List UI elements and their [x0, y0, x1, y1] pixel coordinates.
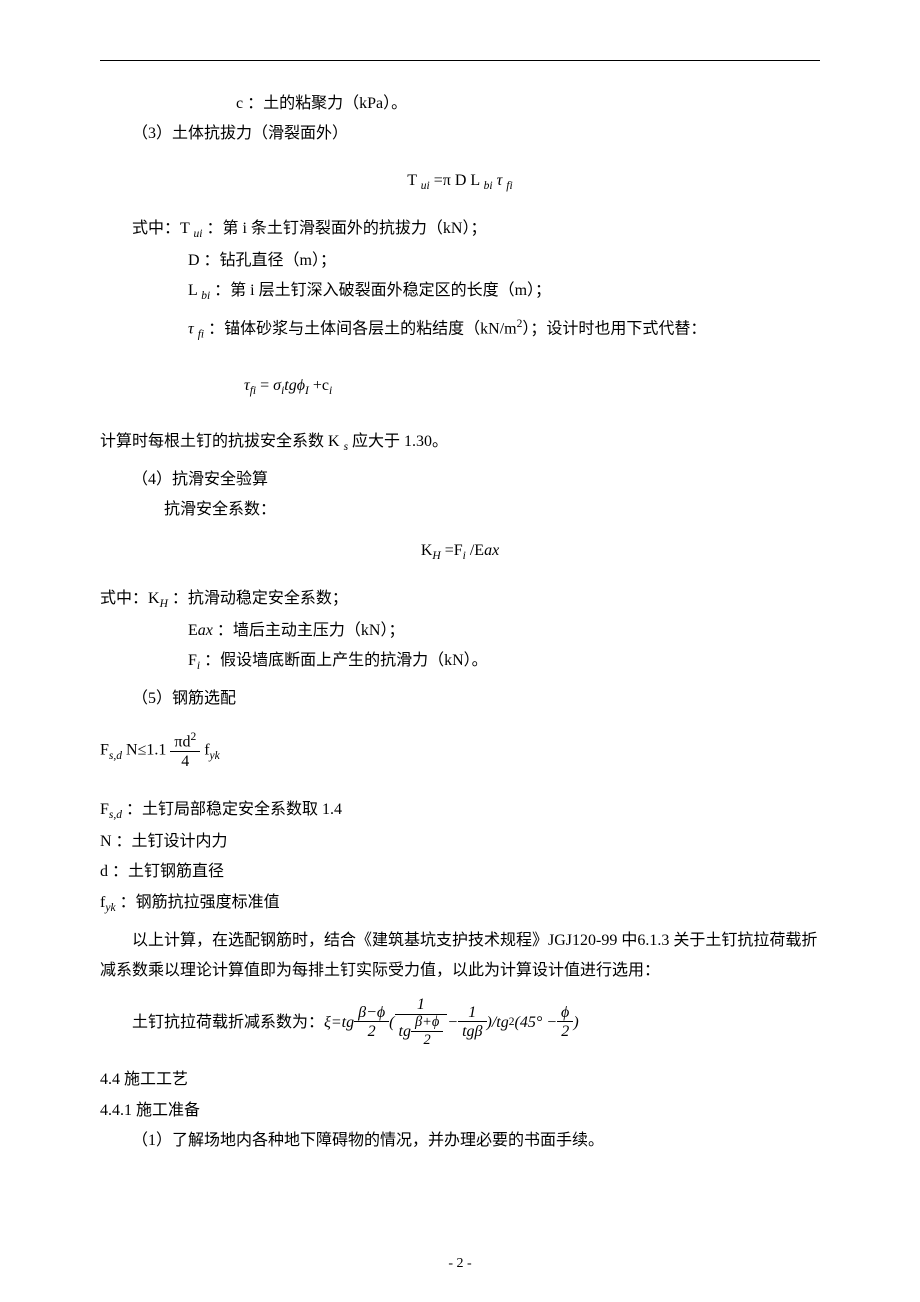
- text-line: Fi ：假设墙底断面上产生的抗滑力（kN）。: [100, 646, 820, 678]
- text-line: （5）钢筋选配: [100, 684, 820, 714]
- text-line: τ fi ：锚体砂浆与土体间各层土的粘结度（kN/m2）；设计时也用下式代替：: [100, 314, 820, 346]
- paragraph: 以上计算，在选配钢筋时，结合《建筑基坑支护技术规程》JGJ120-99 中6.1…: [100, 926, 820, 987]
- equation: τfi = σitgϕI +ci: [100, 371, 820, 403]
- text-line: （1）了解场地内各种地下障碍物的情况，并办理必要的书面手续。: [100, 1126, 820, 1156]
- text-line: L bi ：第 i 层土钉深入破裂面外稳定区的长度（m）；: [100, 276, 820, 308]
- equation: KH =Fi /Eax: [100, 536, 820, 568]
- text-line: （3）土体抗拔力（滑裂面外）: [100, 119, 820, 149]
- text-line: 抗滑安全系数：: [100, 495, 820, 525]
- text-line: Eax ：墙后主动主压力（kN）；: [100, 616, 820, 646]
- text-line: 式中：KH ：抗滑动稳定安全系数；: [100, 584, 820, 616]
- text-line: Fs,d ：土钉局部稳定安全系数取 1.4: [100, 795, 820, 827]
- heading: 4.4.1 施工准备: [100, 1096, 820, 1126]
- heading: 4.4 施工工艺: [100, 1065, 820, 1095]
- text-line: 式中：T ui ：第 i 条土钉滑裂面外的抗拔力（kN）；: [100, 214, 820, 246]
- text-line: c ：土的粘聚力（kPa）。: [100, 89, 820, 119]
- equation: T ui =π D L bi τ fi: [100, 166, 820, 198]
- document-page: c ：土的粘聚力（kPa）。 （3）土体抗拔力（滑裂面外） T ui =π D …: [0, 0, 920, 1302]
- header-rule: [100, 60, 820, 61]
- text-line: d ：土钉钢筋直径: [100, 857, 820, 887]
- text-line: N ：土钉设计内力: [100, 827, 820, 857]
- text-line: fyk ：钢筋抗拉强度标准值: [100, 888, 820, 920]
- equation: 土钉抗拉荷载折减系数为： ξ = tg β−ϕ2 ( 1 tg β+ϕ 2 − …: [100, 996, 820, 1049]
- text-line: （4）抗滑安全验算: [100, 465, 820, 495]
- text-line: 计算时每根土钉的抗拔安全系数 K s 应大于 1.30。: [100, 427, 820, 459]
- page-number: - 2 -: [0, 1256, 920, 1272]
- equation: Fs,d N≤1.1 πd2 4 fyk: [100, 731, 820, 771]
- text-line: D ：钻孔直径（m）；: [100, 246, 820, 276]
